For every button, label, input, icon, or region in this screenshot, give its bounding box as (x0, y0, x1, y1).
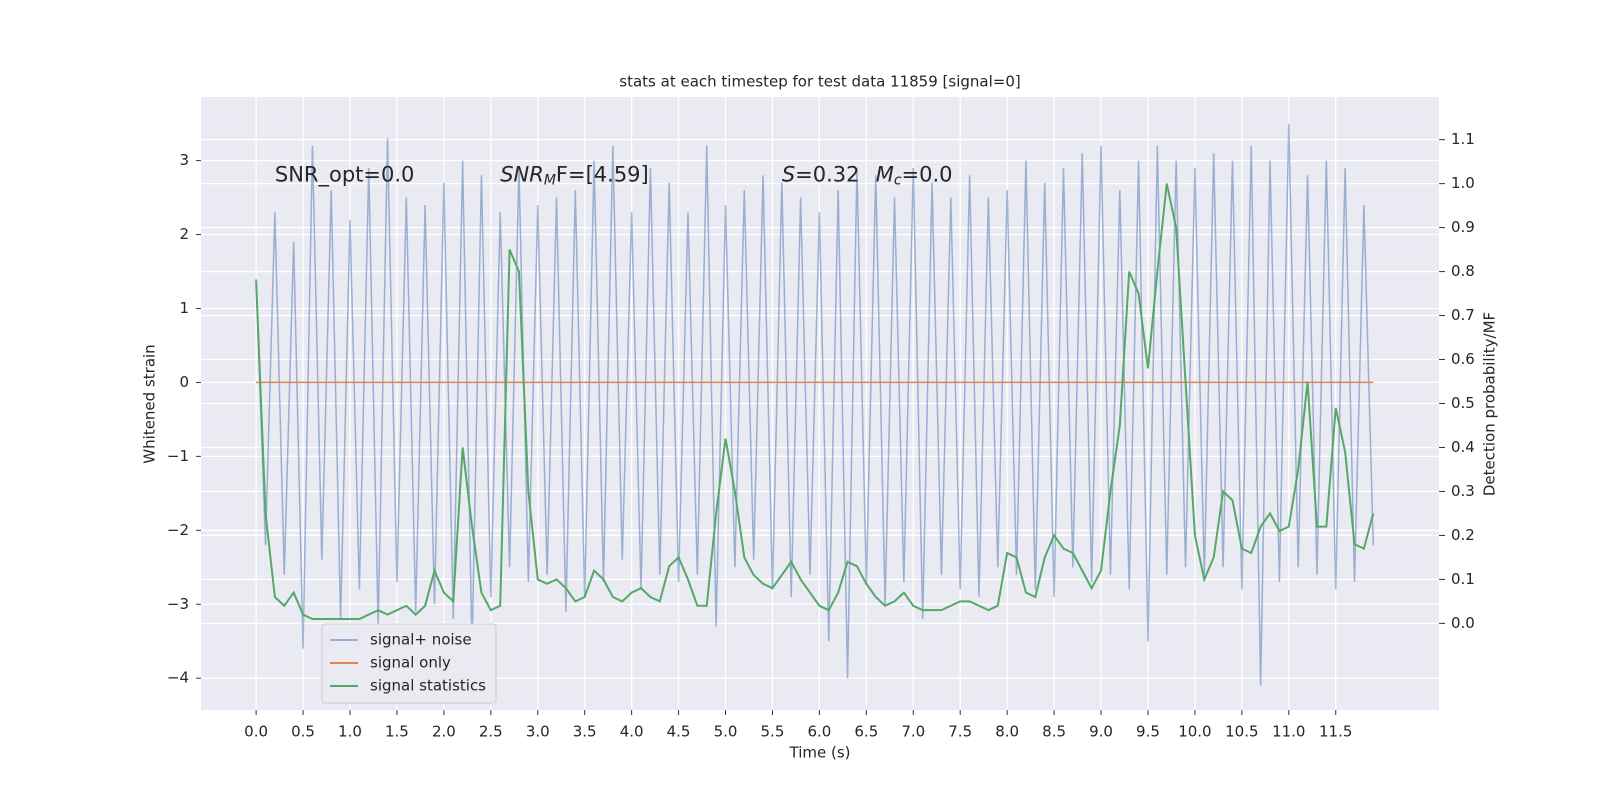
y2-tick-label: 0.0 (1451, 614, 1475, 632)
y2-tick-label: 0.1 (1451, 570, 1475, 588)
x-tick-label: 2.5 (479, 723, 503, 741)
annotation-rest: =0.0 (902, 162, 953, 186)
x-tick-label: 10.0 (1178, 723, 1211, 741)
y-tick-label: 2 (179, 225, 189, 243)
x-tick-label: 2.0 (432, 723, 456, 741)
legend-label: signal+ noise (370, 631, 472, 649)
y2-axis-label: Detection probability/MF (1481, 312, 1499, 496)
annotation: SNR_opt=0.0 (275, 162, 415, 187)
x-tick-label: 5.5 (761, 723, 785, 741)
series-line (255, 123, 1375, 686)
annotation-main: SNR (500, 162, 544, 186)
x-tick-label: 0.5 (291, 723, 315, 741)
y2-tick-label: 0.4 (1451, 438, 1475, 456)
y-tick-label: 1 (179, 299, 189, 317)
x-axis-label: Time (s) (789, 744, 851, 762)
y-tick-label: −1 (167, 447, 189, 465)
y2-tick-label: 0.9 (1451, 218, 1475, 236)
legend-box (321, 623, 497, 704)
x-tick-label: 0.0 (244, 723, 268, 741)
x-tick-label: 11.5 (1319, 723, 1352, 741)
y-tick-label: 3 (179, 151, 189, 169)
annotation: Mc=0.0 (876, 162, 953, 188)
x-tick-label: 4.0 (620, 723, 644, 741)
y-tick-label: −4 (167, 669, 189, 687)
annotation-main: S (782, 162, 795, 186)
x-tick-label: 8.5 (1042, 723, 1066, 741)
legend-label: signal statistics (370, 677, 486, 695)
x-tick-label: 8.0 (995, 723, 1019, 741)
y2-tick-label: 0.2 (1451, 526, 1475, 544)
y2-tick-label: 0.5 (1451, 394, 1475, 412)
x-tick-label: 5.0 (714, 723, 738, 741)
annotation: S=0.32 (782, 162, 860, 186)
x-tick-label: 9.0 (1089, 723, 1113, 741)
annotation-sub: c (894, 172, 902, 188)
x-tick-label: 7.5 (948, 723, 972, 741)
series-line (255, 183, 1375, 620)
y-tick-label: −3 (167, 595, 189, 613)
y2-tick-label: 1.1 (1451, 130, 1475, 148)
x-tick-label: 6.5 (854, 723, 878, 741)
x-tick-label: 3.5 (573, 723, 597, 741)
chart-title: stats at each timestep for test data 118… (619, 73, 1020, 91)
x-tick-label: 1.0 (338, 723, 362, 741)
annotation: SNRMF=[4.59] (500, 162, 649, 188)
x-tick-label: 6.0 (807, 723, 831, 741)
y-tick-label: 0 (179, 373, 189, 391)
annotation-main: M (876, 162, 894, 186)
x-tick-label: 10.5 (1225, 723, 1258, 741)
annotation-main: SNR_opt=0.0 (275, 162, 415, 187)
y2-tick-label: 0.8 (1451, 262, 1475, 280)
legend-label: signal only (370, 654, 451, 672)
x-tick-label: 11.0 (1272, 723, 1305, 741)
x-tick-label: 9.5 (1136, 723, 1160, 741)
x-tick-label: 4.5 (667, 723, 691, 741)
annotation-rest: F=[4.59] (556, 162, 649, 186)
y2-tick-label: 1.0 (1451, 174, 1475, 192)
y2-tick-label: 0.7 (1451, 306, 1475, 324)
y-tick-label: −2 (167, 521, 189, 539)
y2-tick-label: 0.6 (1451, 350, 1475, 368)
annotation-sub: M (544, 172, 556, 188)
annotation-rest: =0.32 (795, 162, 859, 186)
y2-tick-label: 0.3 (1451, 482, 1475, 500)
x-tick-label: 3.0 (526, 723, 550, 741)
y-axis-label: Whitened strain (141, 344, 159, 463)
x-tick-label: 7.0 (901, 723, 925, 741)
x-tick-label: 1.5 (385, 723, 409, 741)
